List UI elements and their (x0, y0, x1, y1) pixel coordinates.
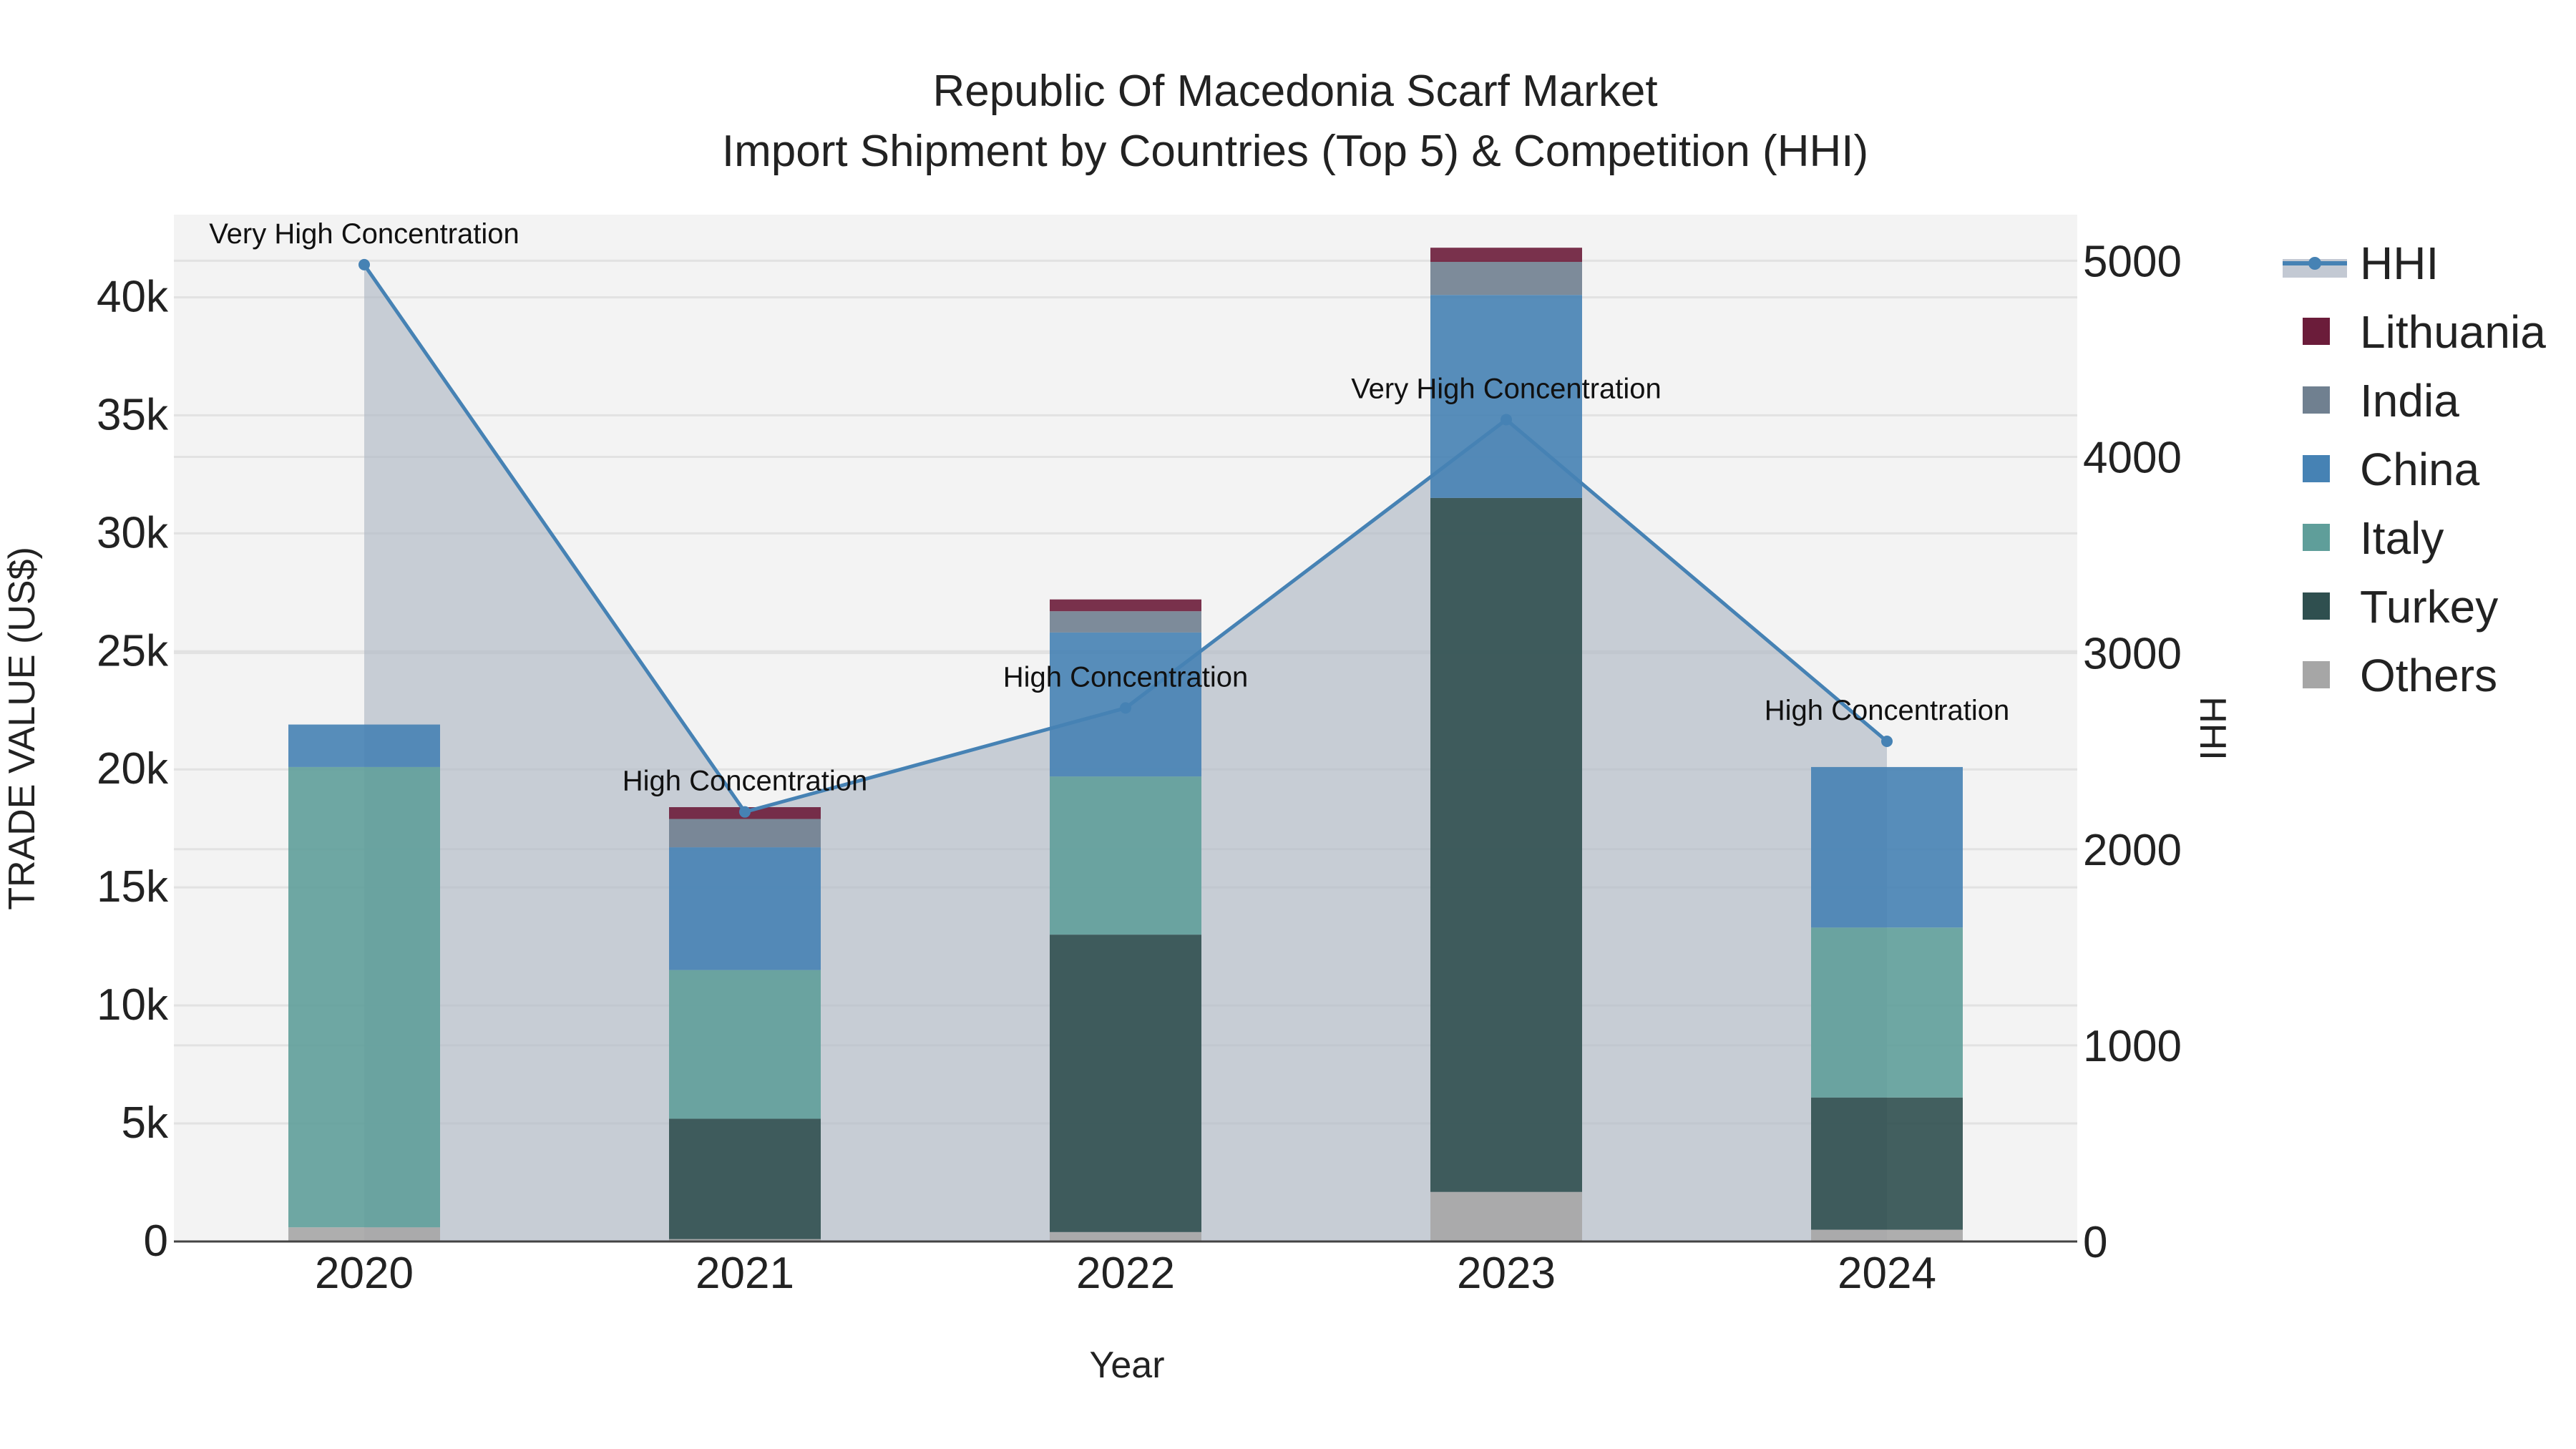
hhi-annotation-2020: Very High Concentration (209, 218, 519, 250)
legend-swatch-india (2303, 386, 2330, 414)
legend-label-hhi: HHI (2360, 238, 2439, 289)
y-tick-label: 35k (97, 390, 169, 439)
legend-swatch-hhi-marker (2308, 257, 2321, 270)
y2-tick-label: 3000 (2083, 630, 2182, 679)
bar-turkey-2021 (669, 1118, 821, 1239)
legend-label-turkey: Turkey (2360, 581, 2498, 633)
legend-swatch-turkey (2303, 592, 2330, 620)
bar-italy-2020 (288, 766, 440, 1228)
y-tick-label: 10k (97, 980, 169, 1030)
y-tick-label: 25k (97, 626, 169, 675)
y2-tick-label: 4000 (2083, 434, 2182, 483)
legend-swatch-italy (2303, 524, 2330, 551)
bar-turkey-2023 (1430, 497, 1582, 1192)
y2-tick-label: 1000 (2083, 1022, 2182, 1071)
y2-axis-title: HHI (2192, 696, 2233, 761)
legend-label-india: India (2360, 375, 2459, 426)
hhi-annotations: Very High Concentration High Concentratio… (209, 218, 2009, 797)
y2-tick-label: 2000 (2083, 826, 2182, 875)
hhi-marker-2024 (1881, 736, 1893, 748)
bar-turkey-2022 (1050, 935, 1201, 1232)
y-axis-ticks: 0 5k 10k 15k 20k 25k 30k 35k 40k (97, 272, 169, 1266)
bar-turkey-2024 (1811, 1097, 1963, 1230)
bar-others-2020 (288, 1227, 440, 1241)
legend-label-china: China (2360, 444, 2480, 495)
y-axis-title: TRADE VALUE (US$) (1, 547, 43, 910)
bar-lithuania-2023 (1430, 248, 1582, 262)
hhi-annotation-2022: High Concentration (1003, 661, 1248, 693)
legend-swatch-lithuania (2303, 318, 2330, 345)
legend-swatch-others (2303, 661, 2330, 688)
y2-tick-label: 5000 (2083, 237, 2182, 286)
hhi-annotation-2024: High Concentration (1765, 695, 2009, 726)
bar-italy-2021 (669, 970, 821, 1119)
x-tick-label-2023: 2023 (1457, 1249, 1556, 1298)
y-tick-label: 30k (97, 508, 169, 557)
y-tick-label: 40k (97, 272, 169, 321)
bar-india-2023 (1430, 261, 1582, 296)
bar-others-2024 (1811, 1229, 1963, 1241)
bar-italy-2024 (1811, 927, 1963, 1098)
bar-india-2022 (1050, 611, 1201, 633)
hhi-marker-2020 (358, 258, 370, 270)
bar-lithuania-2022 (1050, 599, 1201, 612)
legend-label-lithuania: Lithuania (2360, 306, 2546, 358)
bar-india-2021 (669, 819, 821, 848)
hhi-line-layer (358, 258, 1893, 818)
hhi-marker-2021 (739, 806, 751, 818)
hhi-annotation-2023: Very High Concentration (1351, 373, 1662, 404)
bars-layer (288, 248, 1963, 1241)
chart-title-line1: Republic Of Macedonia Scarf Market (932, 67, 1657, 116)
y2-tick-label: 0 (2083, 1218, 2107, 1267)
bar-others-2021 (669, 1239, 821, 1241)
hhi-annotation-2021: High Concentration (623, 766, 867, 797)
bar-italy-2022 (1050, 776, 1201, 935)
bar-china-2024 (1811, 766, 1963, 928)
y-tick-label: 0 (144, 1216, 168, 1266)
legend: HHI Lithuania India China Italy Turkey Others (2283, 238, 2546, 701)
x-tick-label-2022: 2022 (1076, 1249, 1175, 1298)
y-tick-label: 15k (97, 862, 169, 912)
hhi-marker-2022 (1120, 702, 1131, 714)
bar-china-2021 (669, 847, 821, 970)
hhi-marker-2023 (1501, 414, 1512, 426)
bar-others-2022 (1050, 1231, 1201, 1241)
legend-label-others: Others (2360, 650, 2497, 701)
x-tick-label-2021: 2021 (696, 1249, 794, 1298)
y2-axis-ticks: 0 1000 2000 3000 4000 5000 (2083, 237, 2182, 1267)
bar-china-2020 (288, 724, 440, 767)
x-tick-label-2024: 2024 (1838, 1249, 1936, 1298)
x-tick-label-2020: 2020 (315, 1249, 414, 1298)
y-tick-label: 20k (97, 744, 169, 794)
bar-others-2023 (1430, 1191, 1582, 1241)
y-tick-label: 5k (122, 1098, 169, 1148)
legend-label-italy: Italy (2360, 512, 2444, 564)
x-axis-ticks: 2020 2021 2022 2023 2024 (315, 1249, 1936, 1298)
legend-swatch-china (2303, 455, 2330, 482)
x-axis-title: Year (1089, 1345, 1164, 1386)
chart-title-line2: Import Shipment by Countries (Top 5) & C… (722, 127, 1868, 176)
